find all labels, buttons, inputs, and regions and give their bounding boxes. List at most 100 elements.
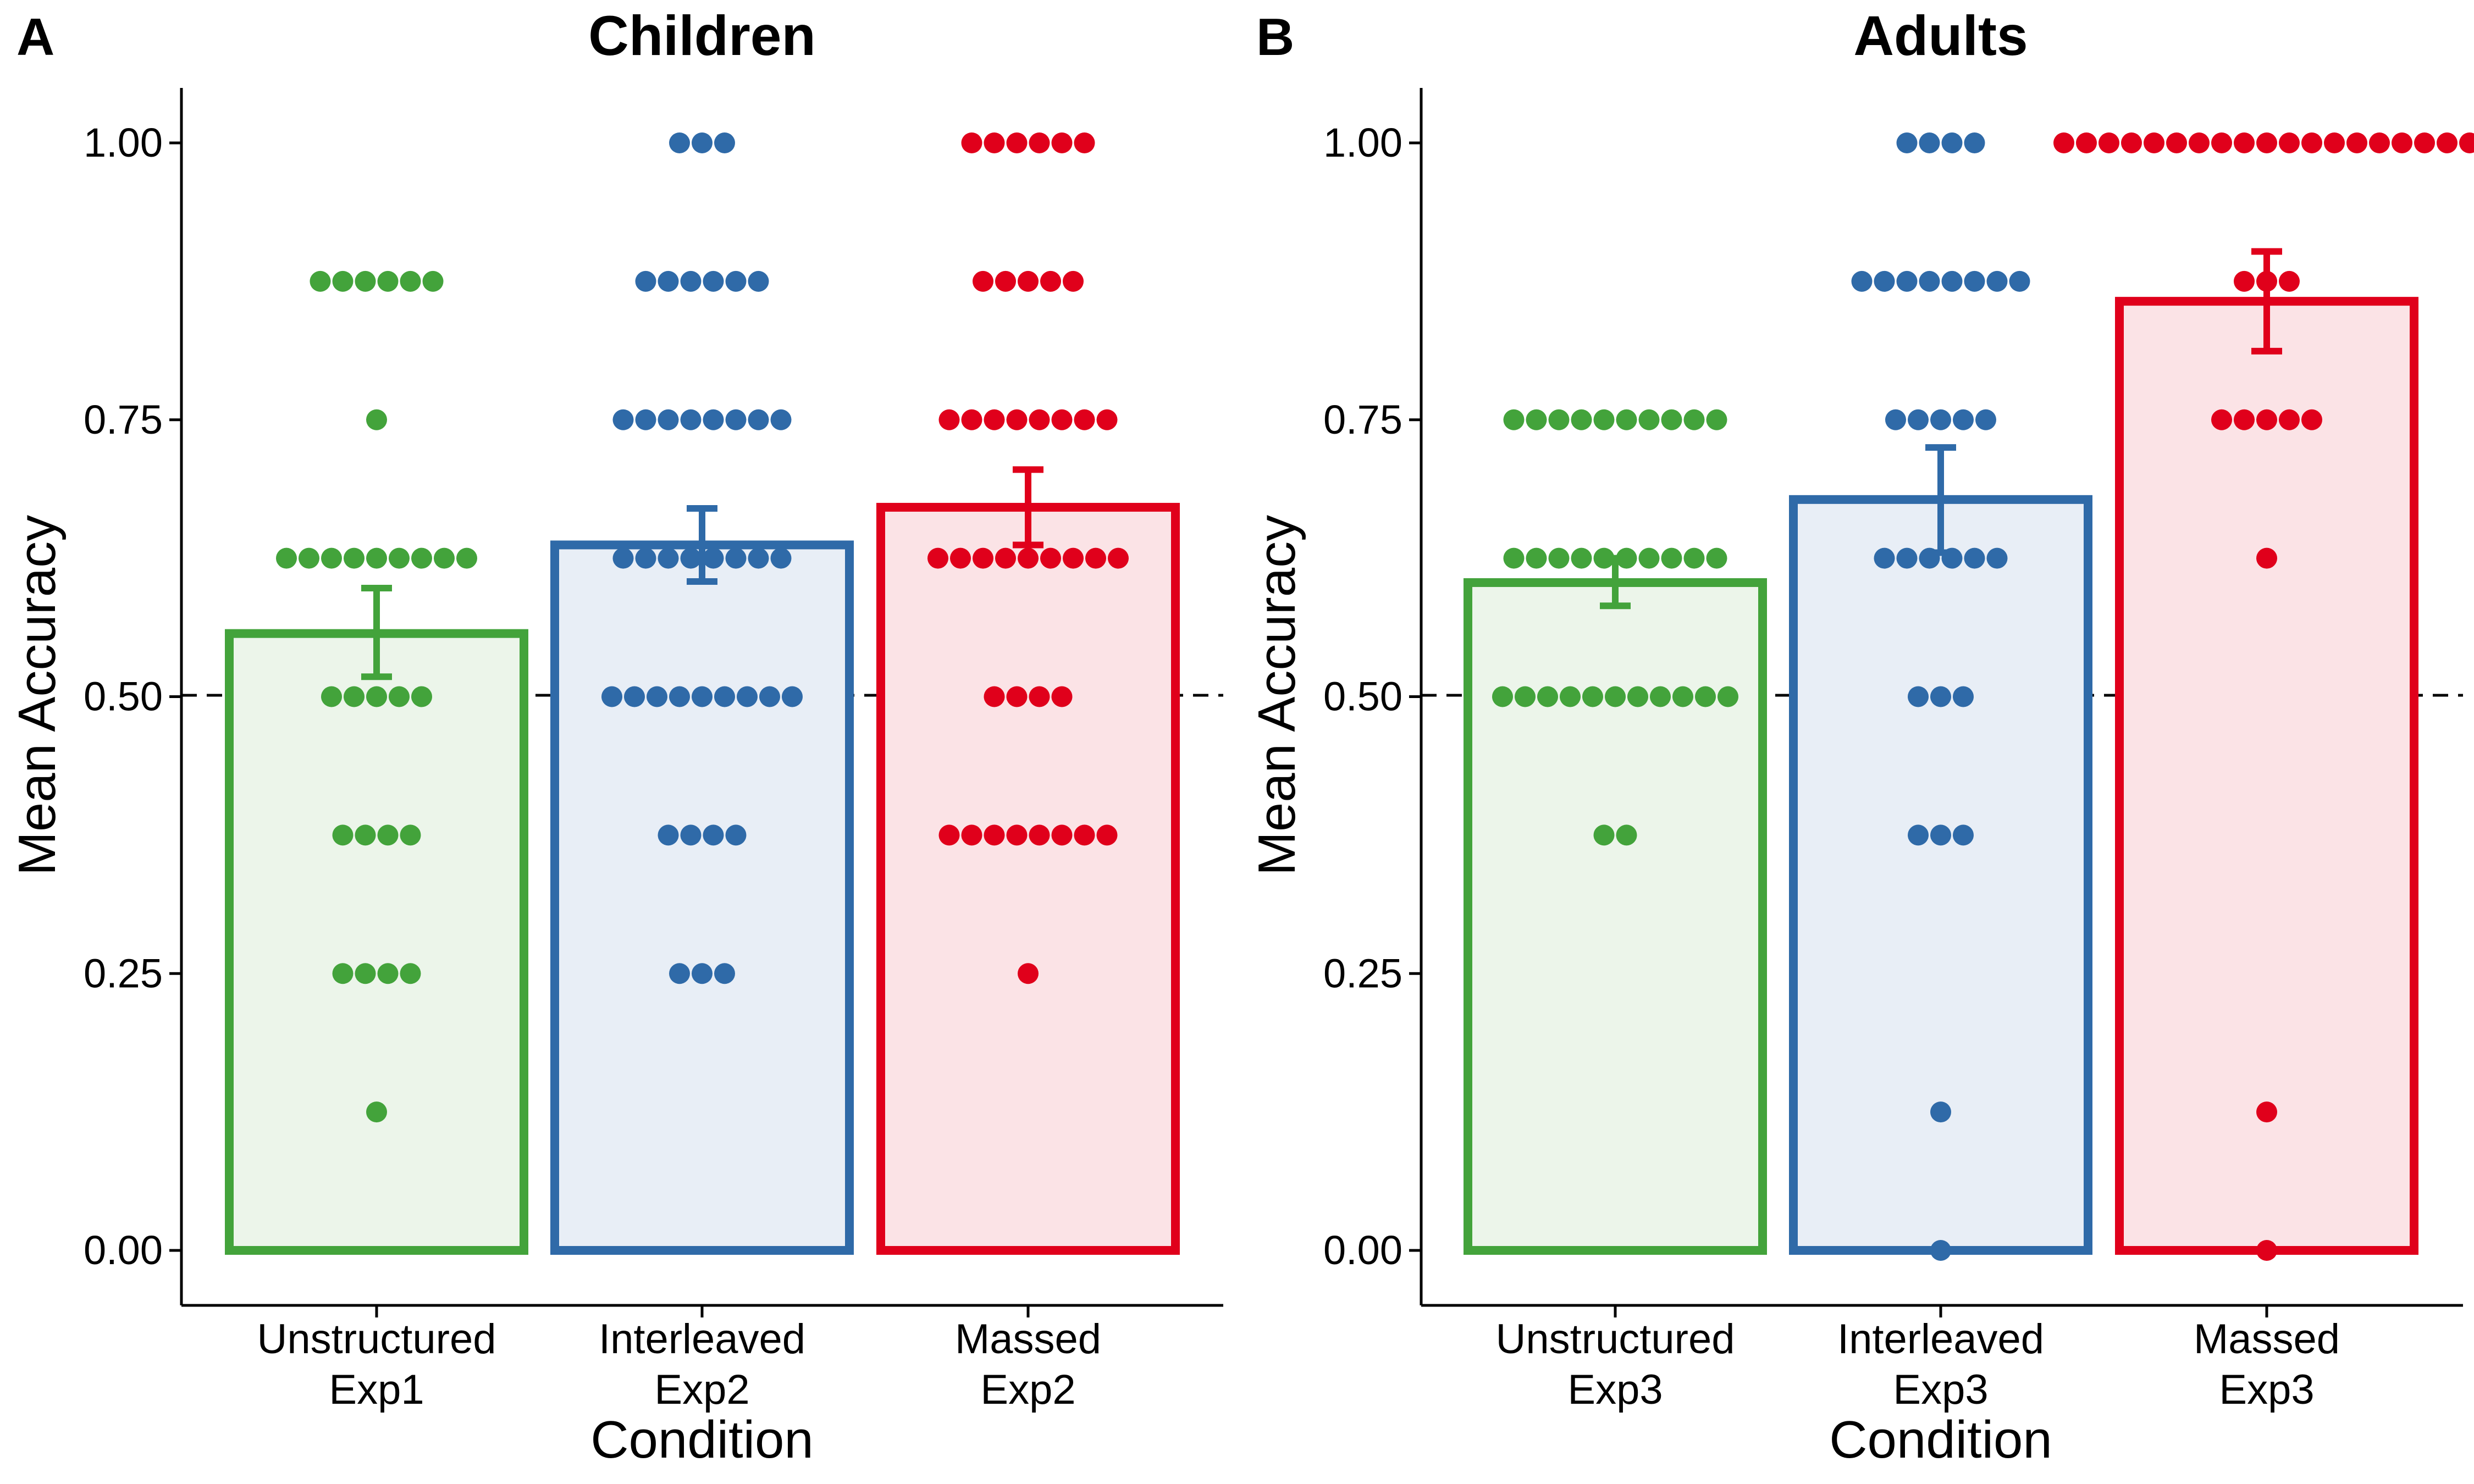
data-point bbox=[1695, 686, 1716, 707]
data-point bbox=[1526, 547, 1547, 569]
data-point bbox=[1051, 824, 1073, 846]
data-point bbox=[973, 270, 993, 292]
x-tick-label-unstructured: Exp1 bbox=[329, 1366, 424, 1413]
data-point bbox=[1537, 686, 1558, 707]
data-point bbox=[321, 686, 342, 707]
data-point bbox=[1063, 270, 1084, 292]
data-point bbox=[1526, 409, 1547, 430]
data-point bbox=[1063, 547, 1084, 569]
data-point bbox=[1919, 270, 1940, 292]
data-point bbox=[692, 686, 713, 707]
data-point bbox=[1661, 547, 1682, 569]
data-point bbox=[1706, 547, 1727, 569]
data-point bbox=[1029, 824, 1050, 846]
data-point bbox=[1515, 686, 1536, 707]
x-tick-label-unstructured: Unstructured bbox=[1495, 1316, 1735, 1363]
data-point bbox=[1029, 686, 1050, 707]
data-point bbox=[938, 409, 960, 430]
panel-a-letter: A bbox=[16, 8, 54, 67]
data-point bbox=[1605, 686, 1626, 707]
data-point bbox=[2437, 132, 2458, 153]
panel-a-x-ticks: UnstructuredExp1InterleavedExp2MassedExp… bbox=[257, 1305, 1101, 1413]
data-point bbox=[1718, 686, 1738, 707]
y-tick-label: 0.75 bbox=[1323, 397, 1402, 442]
y-tick-label: 0.25 bbox=[1323, 950, 1402, 996]
data-point bbox=[1018, 547, 1039, 569]
data-point bbox=[2256, 1240, 2277, 1261]
data-point bbox=[692, 963, 713, 984]
y-tick-label: 0.75 bbox=[84, 397, 163, 442]
data-point bbox=[680, 547, 702, 569]
data-point bbox=[355, 824, 376, 846]
data-point bbox=[1908, 824, 1929, 846]
data-point bbox=[669, 132, 690, 153]
y-tick-label: 0.00 bbox=[84, 1227, 163, 1273]
panel-a-marks bbox=[225, 132, 1180, 1255]
data-point bbox=[984, 409, 1005, 430]
data-point bbox=[961, 409, 982, 430]
data-point bbox=[2234, 132, 2255, 153]
data-point bbox=[1051, 686, 1073, 707]
data-point bbox=[2459, 132, 2474, 153]
data-point bbox=[1908, 409, 1929, 430]
data-point bbox=[2256, 409, 2277, 430]
data-point bbox=[2279, 270, 2300, 292]
data-point bbox=[1975, 409, 1996, 430]
data-point bbox=[1040, 270, 1061, 292]
data-point bbox=[332, 963, 354, 984]
data-point bbox=[984, 132, 1005, 153]
data-point bbox=[1018, 963, 1039, 984]
data-point bbox=[1006, 409, 1028, 430]
data-point bbox=[1650, 686, 1671, 707]
panel-a-x-axis-label: Condition bbox=[590, 1410, 814, 1469]
data-point bbox=[927, 547, 948, 569]
data-point bbox=[2279, 132, 2300, 153]
data-point bbox=[1706, 409, 1727, 430]
data-point bbox=[1096, 824, 1118, 846]
data-point bbox=[2144, 132, 2164, 153]
data-point bbox=[2166, 132, 2187, 153]
data-point bbox=[961, 132, 982, 153]
data-point bbox=[782, 686, 803, 707]
panel-a: A Children Mean Accuracy Condition 0.000… bbox=[8, 4, 1223, 1469]
data-point bbox=[2301, 132, 2322, 153]
data-point bbox=[725, 270, 747, 292]
data-point bbox=[1683, 547, 1705, 569]
data-point bbox=[1930, 409, 1951, 430]
data-point bbox=[1593, 409, 1615, 430]
data-point bbox=[434, 547, 455, 569]
bar-unstructured bbox=[1464, 578, 1767, 1255]
data-point bbox=[703, 547, 724, 569]
data-point bbox=[400, 824, 421, 846]
data-point bbox=[737, 686, 758, 707]
data-point bbox=[1018, 270, 1039, 292]
data-point bbox=[1953, 686, 1974, 707]
data-point bbox=[1986, 547, 2008, 569]
data-point bbox=[1582, 686, 1603, 707]
data-point bbox=[961, 824, 982, 846]
data-point bbox=[332, 824, 354, 846]
data-point bbox=[703, 409, 724, 430]
panel-b-marks bbox=[1464, 132, 2474, 1261]
data-point bbox=[658, 409, 679, 430]
data-point bbox=[2392, 132, 2412, 153]
data-point bbox=[1874, 270, 1895, 292]
data-point bbox=[1896, 132, 1918, 153]
data-point bbox=[1930, 1101, 1951, 1123]
data-point bbox=[748, 409, 769, 430]
data-point bbox=[1616, 824, 1637, 846]
data-point bbox=[2121, 132, 2142, 153]
panel-b-letter: B bbox=[1256, 8, 1294, 67]
data-point bbox=[647, 686, 667, 707]
data-point bbox=[658, 547, 679, 569]
bar-massed bbox=[876, 502, 1180, 1255]
data-point bbox=[635, 270, 656, 292]
y-tick-label: 1.00 bbox=[84, 120, 163, 165]
data-point bbox=[1919, 132, 1940, 153]
y-tick-label: 0.50 bbox=[84, 674, 163, 719]
data-point bbox=[1930, 1240, 1951, 1261]
panel-b: B Adults Mean Accuracy Condition 0.00 0.2… bbox=[1247, 4, 2474, 1469]
y-tick-label: 0.25 bbox=[84, 950, 163, 996]
data-point bbox=[714, 963, 735, 984]
